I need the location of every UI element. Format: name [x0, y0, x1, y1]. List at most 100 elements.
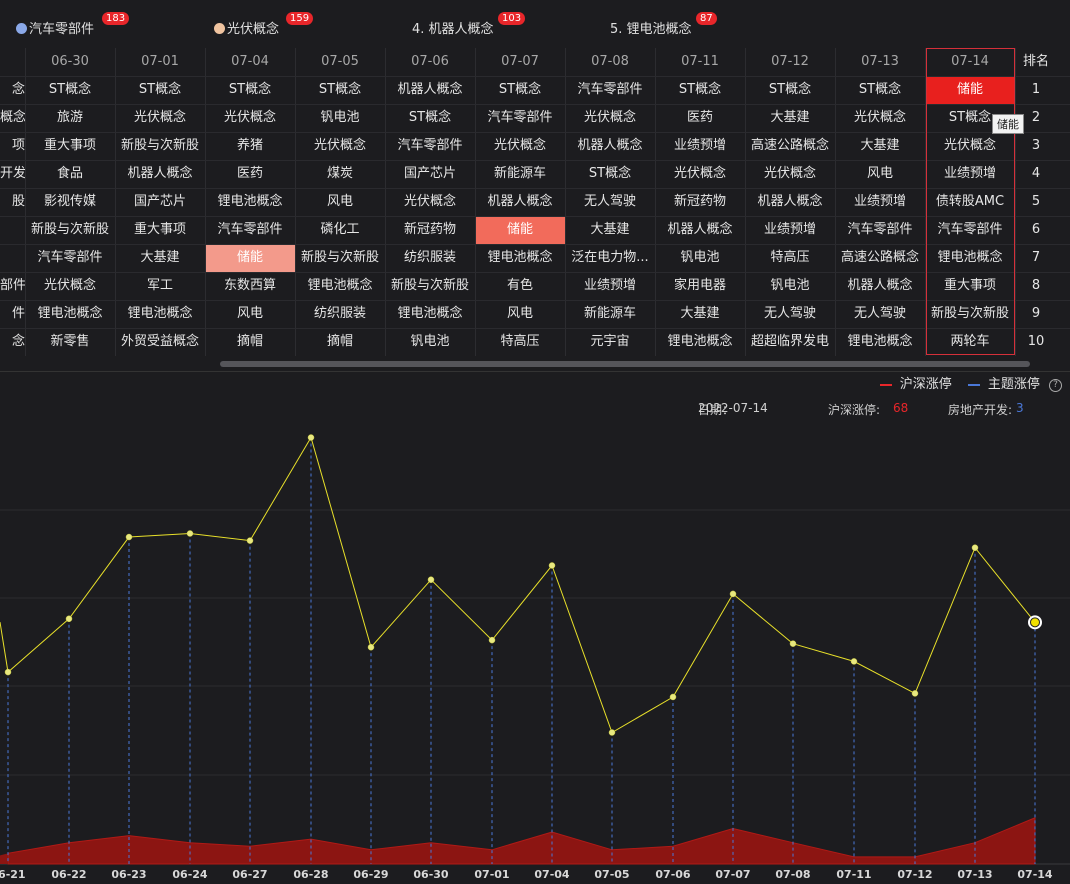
concept-cell[interactable]: 机器人概念	[487, 194, 553, 209]
top-tab-3[interactable]: 4. 机器人概念 103	[412, 12, 526, 40]
table-cell[interactable]: 开发	[0, 166, 25, 181]
help-icon[interactable]: ?	[1049, 379, 1062, 392]
concept-cell[interactable]: 储能	[925, 76, 1015, 104]
concept-cell[interactable]: ST概念	[858, 82, 902, 97]
concept-cell[interactable]: 泛在电力物...	[571, 250, 649, 265]
concept-cell[interactable]: 新冠药物	[403, 222, 456, 237]
concept-cell[interactable]: 超超临界发电	[750, 334, 829, 349]
concept-cell[interactable]: 锂电池概念	[847, 334, 913, 349]
concept-cell[interactable]: 光伏概念	[763, 166, 816, 181]
concept-cell[interactable]: 新冠药物	[673, 194, 726, 209]
concept-cell[interactable]: ST概念	[678, 82, 722, 97]
concept-cell[interactable]: 机器人概念	[847, 278, 913, 293]
column-header-date[interactable]: 07-08	[591, 54, 629, 69]
table-cell[interactable]: 念	[11, 334, 25, 349]
concept-cell[interactable]: 光伏概念	[403, 194, 456, 209]
concept-cell[interactable]: 医药	[236, 166, 263, 181]
concept-cell[interactable]: ST概念	[498, 82, 542, 97]
concept-cell[interactable]: 机器人概念	[667, 222, 733, 237]
concept-cell[interactable]: 纺织服装	[313, 306, 366, 321]
concept-cell[interactable]: ST概念	[768, 82, 812, 97]
concept-cell[interactable]: 风电	[506, 306, 533, 321]
concept-cell[interactable]: 食品	[56, 166, 83, 181]
concept-cell[interactable]: 新股与次新股	[930, 306, 1009, 321]
table-cell[interactable]: 部件	[0, 278, 25, 293]
concept-cell[interactable]: 光伏概念	[493, 138, 546, 153]
concept-cell[interactable]: 磷化工	[320, 222, 360, 237]
concept-cell[interactable]: 锂电池概念	[127, 306, 193, 321]
concept-cell[interactable]: 新零售	[50, 334, 90, 349]
table-cell[interactable]: 概念	[0, 110, 25, 125]
concept-cell[interactable]: 新股与次新股	[30, 222, 109, 237]
column-header-date[interactable]: 07-04	[231, 54, 269, 69]
concept-cell[interactable]: 煤炭	[326, 166, 353, 181]
scrollbar-thumb[interactable]	[220, 361, 1030, 367]
concept-cell[interactable]: 钒电池	[320, 110, 360, 125]
concept-cell[interactable]: 汽车零部件	[487, 110, 553, 125]
concept-cell[interactable]: 大基建	[680, 306, 720, 321]
concept-cell[interactable]: 钒电池	[410, 334, 450, 349]
concept-cell[interactable]: 锂电池概念	[487, 250, 553, 265]
concept-cell[interactable]: 新股与次新股	[120, 138, 199, 153]
concept-cell[interactable]: ST概念	[138, 82, 182, 97]
concept-cell[interactable]: ST概念	[948, 110, 992, 125]
concept-cell[interactable]: 业绩预增	[583, 278, 636, 293]
concept-cell[interactable]: 光伏概念	[133, 110, 186, 125]
concept-cell[interactable]: 储能	[205, 244, 295, 272]
concept-cell[interactable]: 重大事项	[133, 222, 186, 237]
concept-cell[interactable]: 风电	[236, 306, 263, 321]
top-tab-4[interactable]: 5. 锂电池概念 87	[610, 12, 717, 40]
concept-cell[interactable]: 新能源车	[583, 306, 636, 321]
concept-cell[interactable]: 锂电池概念	[307, 278, 373, 293]
concept-cell[interactable]: 高速公路概念	[750, 138, 829, 153]
concept-cell[interactable]: ST概念	[228, 82, 272, 97]
table-cell[interactable]: 念	[11, 82, 25, 97]
concept-cell[interactable]: 光伏概念	[223, 110, 276, 125]
column-header-date[interactable]: 07-06	[411, 54, 449, 69]
concept-cell[interactable]: 无人驾驶	[853, 306, 906, 321]
concept-cell[interactable]: 高速公路概念	[840, 250, 919, 265]
concept-cell[interactable]: 重大事项	[43, 138, 96, 153]
concept-cell[interactable]: 风电	[866, 166, 893, 181]
column-header-date[interactable]: 06-30	[51, 54, 89, 69]
concept-cell[interactable]: 汽车零部件	[217, 222, 283, 237]
concept-cell[interactable]: 外贸受益概念	[120, 334, 199, 349]
concept-cell[interactable]: 机器人概念	[397, 82, 463, 97]
concept-cell[interactable]: 风电	[326, 194, 353, 209]
concept-cell[interactable]: ST概念	[588, 166, 632, 181]
legend-item-theme[interactable]: 主题涨停	[967, 377, 1040, 393]
table-cell[interactable]: 项	[11, 138, 25, 153]
concept-cell[interactable]: 国产芯片	[133, 194, 186, 209]
concept-cell[interactable]: 大基建	[770, 110, 810, 125]
concept-cell[interactable]: 汽车零部件	[397, 138, 463, 153]
concept-cell[interactable]: 业绩预增	[673, 138, 726, 153]
concept-cell[interactable]: ST概念	[408, 110, 452, 125]
concept-cell[interactable]: 养猪	[236, 138, 263, 153]
concept-cell[interactable]: 储能	[475, 216, 565, 244]
concept-cell[interactable]: 光伏概念	[853, 110, 906, 125]
concept-cell[interactable]: 机器人概念	[577, 138, 643, 153]
concept-cell[interactable]: 新股与次新股	[390, 278, 469, 293]
concept-cell[interactable]: 大基建	[590, 222, 630, 237]
column-header-date[interactable]: 07-14	[951, 54, 989, 69]
top-tab-2[interactable]: 光伏概念 159	[214, 12, 314, 40]
concept-cell[interactable]: 大基建	[140, 250, 180, 265]
concept-cell[interactable]: 纺织服装	[403, 250, 456, 265]
concept-cell[interactable]: 东数西算	[223, 278, 276, 293]
concept-cell[interactable]: 旅游	[56, 110, 83, 125]
concept-cell[interactable]: 钒电池	[770, 278, 810, 293]
concept-cell[interactable]: 汽车零部件	[937, 222, 1003, 237]
concept-cell[interactable]: 国产芯片	[403, 166, 456, 181]
concept-cell[interactable]: 医药	[686, 110, 713, 125]
concept-cell[interactable]: 汽车零部件	[37, 250, 103, 265]
concept-cell[interactable]: 摘帽	[326, 334, 353, 349]
concept-cell[interactable]: 锂电池概念	[37, 306, 103, 321]
concept-cell[interactable]: 机器人概念	[127, 166, 193, 181]
concept-cell[interactable]: 锂电池概念	[667, 334, 733, 349]
concept-cell[interactable]: 军工	[146, 278, 173, 293]
concept-cell[interactable]: 新能源车	[493, 166, 546, 181]
concept-cell[interactable]: 钒电池	[680, 250, 720, 265]
concept-cell[interactable]: 汽车零部件	[847, 222, 913, 237]
concept-cell[interactable]: 机器人概念	[757, 194, 823, 209]
column-header-date[interactable]: 07-12	[771, 54, 809, 69]
